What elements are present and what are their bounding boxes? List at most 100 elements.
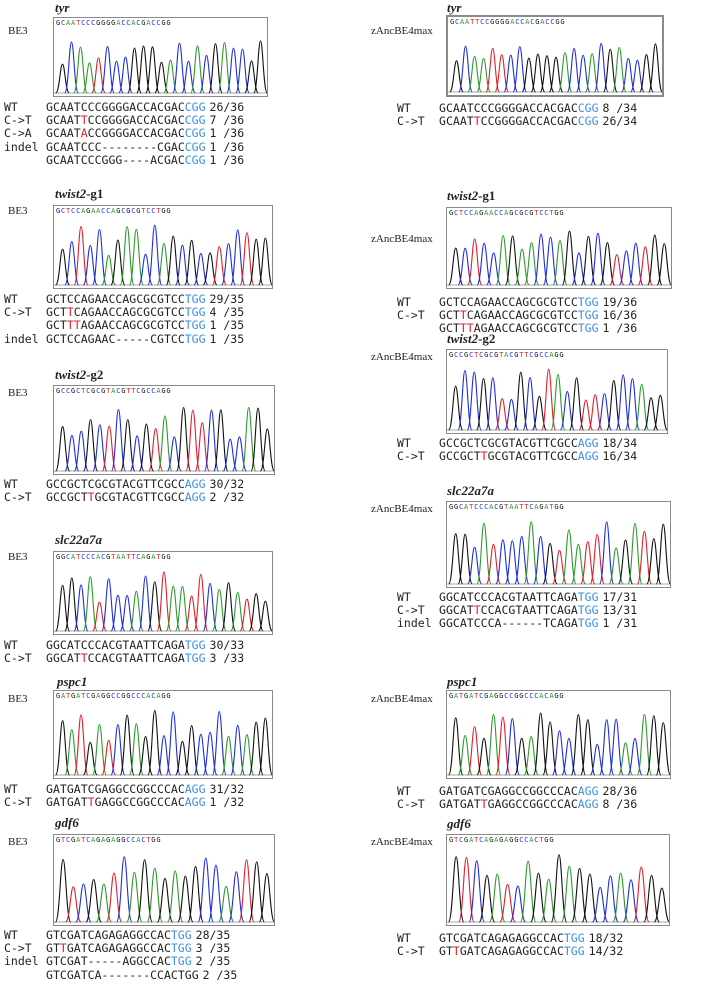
base: C [52,100,60,114]
base: C [157,967,164,982]
base: C [87,477,95,491]
base: C [143,100,151,114]
base-call: G [514,351,520,359]
trace-sequence: GGCATCCCACGTAATTCAGATGG [449,503,564,511]
trace-sequence: GCTCCAGAACCAGCGCGTCCTGG [449,209,564,217]
base-call: C [126,19,132,27]
allele-row: WT GGCATCCCACGTAATTCAGATGG 30/33 [4,638,244,652]
allele-label: indel [397,616,432,631]
trace-peak [602,48,618,93]
trace-peak [571,252,587,286]
base: A [150,100,157,114]
base: C [108,638,116,652]
trace-peak [590,232,606,286]
trace-peak [468,860,485,923]
base: G [439,797,446,812]
base-call: G [161,692,167,700]
base: T [150,638,157,652]
base-call: G [509,209,515,217]
base: - [522,616,530,631]
base-call: A [136,836,142,844]
base: G [143,305,151,320]
base: C [115,292,123,306]
trace-peak [559,390,575,431]
pam-site: CGG [184,100,206,114]
base: C [480,616,488,631]
base-call: G [479,209,485,217]
trace-peak [457,247,473,286]
base: C [94,139,102,154]
base: - [122,139,130,154]
base: T [452,295,460,309]
base: G [529,436,537,450]
trace-peak [655,523,670,585]
trace-peak [622,879,640,923]
base: C [515,784,523,798]
base: C [157,126,164,141]
base-call: T [539,836,545,844]
base: G [536,321,544,336]
read-count: 29/35 [209,292,245,306]
base: A [459,114,467,129]
base: - [136,331,144,346]
trace-peak [176,407,192,472]
read-count: 8 /36 [602,797,638,812]
trace-peak [618,250,634,286]
base: G [46,490,53,505]
allele-row: WT GCTCCAGAACCAGCGCGTCCTGG 29/35 [4,292,245,306]
base: G [536,308,544,323]
base: C [501,295,509,309]
allele-label: indel [4,139,39,154]
trace-peak [495,716,511,776]
base-call: G [106,836,112,844]
base: G [136,941,144,956]
base: A [129,126,137,141]
base: G [46,331,53,346]
base: G [46,782,53,796]
trace-peak [512,46,528,93]
allele-row: C->T GGCATTCCACGTAATTCAGATGG 13/31 [397,603,637,617]
trace-peak [653,887,669,923]
base: G [439,931,446,945]
trace-peak [226,47,241,94]
base-call: A [540,18,546,26]
base: C [177,331,185,346]
base: C [94,100,102,114]
trace-peak [448,533,464,585]
trace-peak [202,252,218,286]
base: C [163,928,171,942]
trace-peak [118,56,133,94]
trace-peak [64,577,80,632]
read-count: 18/34 [602,436,638,450]
base: C [570,449,578,464]
edited-base: T [66,318,74,333]
trace-peak [145,46,160,94]
base: G [136,490,144,505]
trace-peaks [54,224,272,286]
base: G [501,114,509,129]
trace-peak [561,737,577,776]
base: G [191,967,199,982]
base-call: A [116,19,122,27]
base-call: G [101,692,107,700]
base-call: G [126,692,132,700]
base: A [52,782,60,796]
base: A [122,941,130,956]
base: C [501,321,509,336]
base-call: A [469,836,475,844]
base: C [170,292,178,306]
trace-peak [589,533,605,585]
base-call: G [166,387,172,395]
base-call: C [479,692,485,700]
base: C [59,477,67,491]
base-call: T [519,351,525,359]
base-call: A [111,836,117,844]
base: G [108,795,116,810]
base: G [163,477,171,491]
allele-sequence: GGCATCCCA------TCAGATGG [439,617,599,630]
base: A [522,590,530,604]
trace-peak [147,709,163,776]
edited-base: T [73,318,81,333]
base: A [170,113,178,128]
base-call: A [76,836,82,844]
